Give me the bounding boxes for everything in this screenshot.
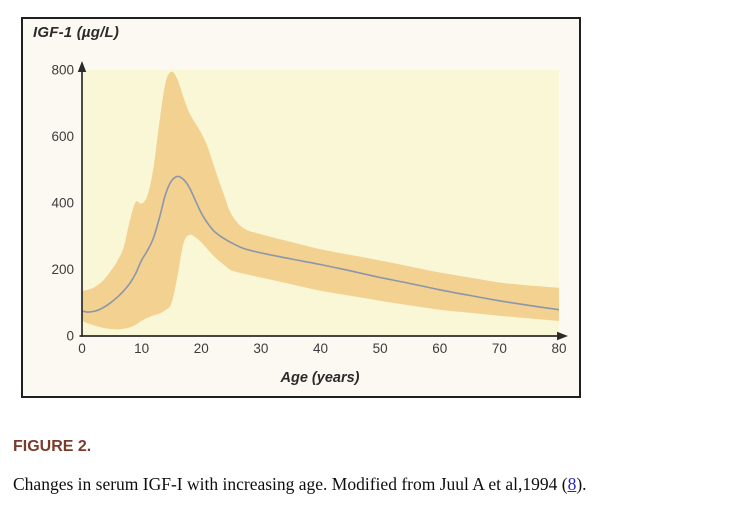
y-tick-label: 600 <box>51 129 74 144</box>
igf1-age-chart: 0 200 400 600 800 0 10 20 30 40 50 60 70 80 <box>51 61 568 356</box>
reference-link-8[interactable]: 8 <box>567 474 577 494</box>
x-axis-tick-labels: 0 10 20 30 40 50 60 70 80 <box>78 341 566 356</box>
x-tick-label: 20 <box>194 341 209 356</box>
x-axis-label: Age (years) <box>280 370 360 386</box>
x-tick-label: 0 <box>78 341 86 356</box>
x-axis-arrow-icon <box>557 331 568 341</box>
caption-text: Changes in serum IGF-I with increasing a… <box>13 474 568 494</box>
figure-label: FIGURE 2. <box>13 438 92 455</box>
x-tick-label: 60 <box>432 341 447 356</box>
figure-caption: Changes in serum IGF-I with increasing a… <box>13 474 738 495</box>
x-tick-label: 30 <box>253 341 268 356</box>
x-tick-label: 70 <box>492 341 507 356</box>
y-axis-tick-labels: 0 200 400 600 800 <box>51 63 74 344</box>
x-tick-label: 10 <box>134 341 149 356</box>
x-tick-label: 40 <box>313 341 328 356</box>
x-tick-label: 80 <box>551 341 566 356</box>
y-axis-arrow-icon <box>77 61 87 72</box>
reference-range-band <box>82 71 559 330</box>
y-tick-label: 200 <box>51 262 74 277</box>
figure-image: IGF-1 (µg/L) 0 200 400 600 800 0 10 20 30 40 50 60… <box>21 17 581 398</box>
mean-igf1-line <box>82 175 559 313</box>
caption-text-after: ). <box>576 474 587 494</box>
y-tick-label: 400 <box>51 196 74 211</box>
chart-title: IGF-1 (µg/L) <box>33 24 120 41</box>
y-tick-label: 800 <box>51 63 74 78</box>
x-tick-label: 50 <box>373 341 388 356</box>
y-tick-label: 0 <box>66 329 74 344</box>
